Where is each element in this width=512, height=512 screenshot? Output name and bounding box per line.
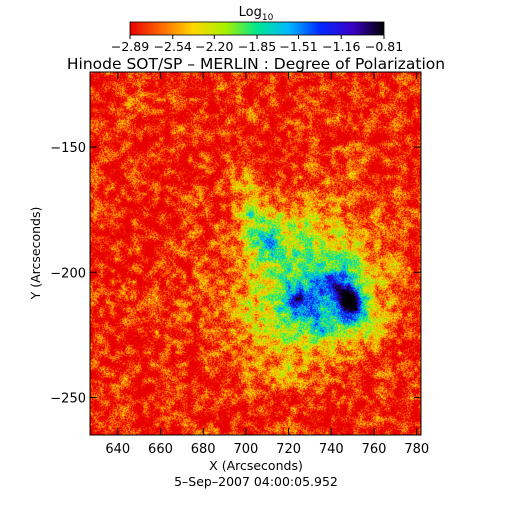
colorbar-tick-label: −1.51 — [279, 39, 317, 54]
colorbar-ramp — [129, 21, 385, 36]
x-tick-label: 660 — [148, 442, 173, 457]
heatmap-image — [90, 72, 421, 435]
y-tick-label: −250 — [50, 391, 86, 406]
colorbar-tick-label: −1.16 — [322, 39, 360, 54]
colorbar-tick-label: −2.89 — [111, 39, 149, 54]
observation-timestamp: 5–Sep–2007 04:00:05.952 — [174, 474, 338, 489]
colorbar: Log10 −2.89 −2.54 −2.20 −1.85 −1.51 −1.16 −0.8… — [111, 5, 403, 54]
plot-frame — [89, 71, 422, 436]
x-tick-label: 700 — [233, 442, 258, 457]
x-tick-label: 640 — [105, 442, 130, 457]
y-tick-label: −150 — [50, 141, 86, 156]
x-tick-label: 780 — [404, 442, 429, 457]
colorbar-ticks: −2.89 −2.54 −2.20 −1.85 −1.51 −1.16 −0.81 — [111, 35, 403, 54]
heatmap-container — [90, 72, 421, 435]
colorbar-tick-label: −2.54 — [154, 39, 192, 54]
y-tick-label: −200 — [50, 266, 86, 281]
colorbar-label-sub: 10 — [262, 13, 274, 23]
x-tick-label: 740 — [319, 442, 344, 457]
colorbar-label: Log10 — [239, 5, 274, 23]
x-tick-label: 720 — [276, 442, 301, 457]
x-axis: 640 660 680 700 720 740 760 780 — [105, 72, 429, 457]
y-axis: −150 −200 −250 — [50, 141, 421, 406]
colorbar-tick-label: −1.85 — [238, 39, 276, 54]
chart-title: Hinode SOT/SP – MERLIN : Degree of Polar… — [67, 55, 445, 73]
y-axis-label: Y (Arcseconds) — [28, 207, 43, 301]
colorbar-tick-label: −2.20 — [195, 39, 233, 54]
colorbar-label-base: Log — [239, 5, 262, 20]
colorbar-tick-label: −0.81 — [365, 39, 403, 54]
x-axis-label: X (Arcseconds) — [209, 458, 303, 473]
x-tick-label: 760 — [362, 442, 387, 457]
x-tick-label: 680 — [191, 442, 216, 457]
